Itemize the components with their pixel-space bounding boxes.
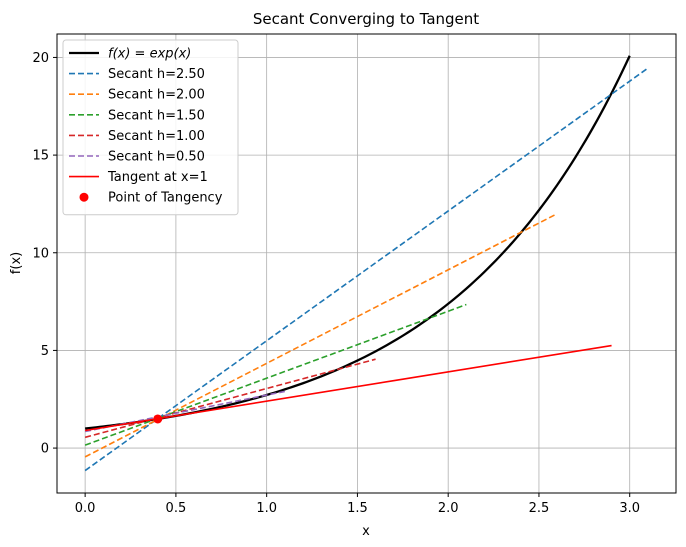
y-tick-label: 20 [32,51,49,66]
y-tick-label: 5 [41,344,49,359]
secant-h-0-50-line [84,390,285,433]
legend-label-point-of-tangency: Point of Tangency [108,191,223,206]
legend-label-tangent-at-x-1: Tangent at x=1 [107,170,208,185]
x-tick-label: 2.0 [438,501,459,516]
legend-label-secant-h-1-00: Secant h=1.00 [108,129,205,144]
tangent-at-x-1-line [85,344,612,432]
legend: f(x) = exp(x) Secant h=2.50 Secant h=2.00 S… [62,39,239,216]
legend-label-f-x-exp-x: f(x) = exp(x) [108,47,191,62]
legend-label-secant-h-2-00: Secant h=2.00 [108,88,205,103]
secant-h-1-00-line [84,358,376,439]
x-tick-label: 1.0 [256,501,277,516]
series-group [84,55,649,472]
y-axis-ticks: 0 5 10 15 20 [32,51,57,457]
y-tick-label: 15 [32,149,49,164]
x-tick-label: 2.5 [529,501,550,516]
x-tick-label: 1.5 [347,501,368,516]
x-tick-label: 0.0 [75,501,96,516]
y-tick-label: 0 [41,442,49,457]
secant-h-1-50-line [84,303,467,446]
point-of-tangency-marker [153,414,163,424]
x-tick-label: 0.5 [166,501,187,516]
y-tick-label: 10 [32,246,49,261]
x-tick-label: 3.0 [619,501,640,516]
legend-marker-point-of-tangency [79,192,89,202]
y-axis-label: f(x) [9,252,24,274]
legend-label-secant-h-1-50: Secant h=1.50 [108,108,205,123]
secant-h-2-00-line [84,212,558,458]
x-axis-ticks: 0.0 0.5 1.0 1.5 2.0 2.5 3.0 [75,493,640,516]
legend-label-secant-h-2-50: Secant h=2.50 [108,67,205,82]
legend-box [62,39,239,216]
chart-title: Secant Converging to Tangent [253,10,479,28]
x-axis-label: x [362,524,370,539]
legend-label-secant-h-0-50: Secant h=0.50 [108,150,205,165]
secant-h-2-50-line [84,67,649,472]
plot-frame [56,33,677,494]
